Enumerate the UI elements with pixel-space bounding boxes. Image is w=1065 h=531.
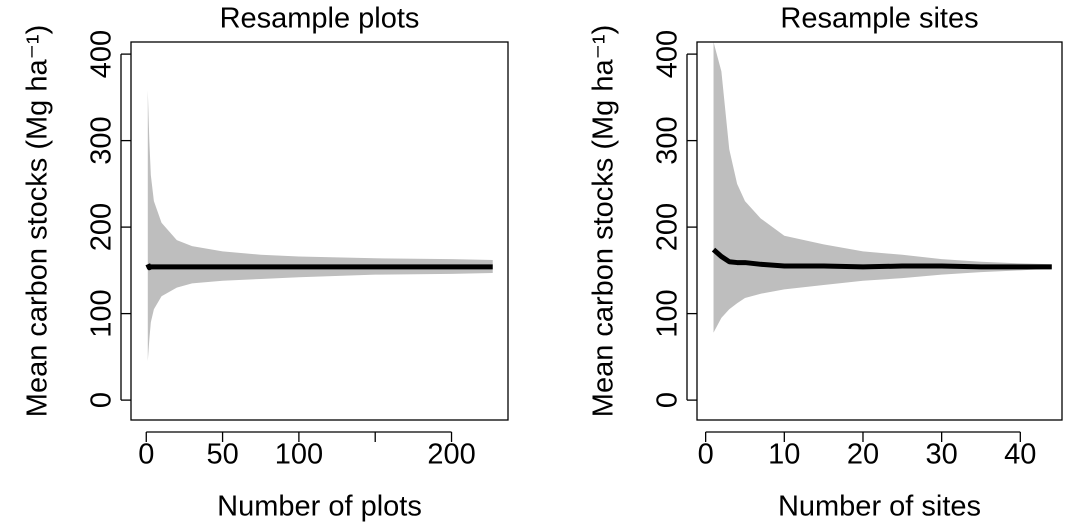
y-tick-label: 100 — [86, 289, 118, 337]
x-tick-label: 0 — [138, 439, 154, 471]
y-tick-label: 300 — [652, 116, 684, 164]
y-tick-label: 0 — [652, 392, 684, 408]
x-tick-label: 200 — [427, 439, 475, 471]
x-tick-label: 50 — [206, 439, 238, 471]
y-tick-label: 200 — [86, 203, 118, 251]
x-tick-label: 40 — [1004, 439, 1036, 471]
y-tick-label: 100 — [652, 289, 684, 337]
y-tick-label: 400 — [86, 30, 118, 78]
x-tick-label: 10 — [768, 439, 800, 471]
chart-title: Resample sites — [780, 3, 978, 35]
x-axis-label: Number of plots — [217, 491, 422, 523]
x-axis-label: Number of sites — [778, 491, 981, 523]
x-tick-label: 20 — [847, 439, 879, 471]
mean-line — [145, 263, 493, 271]
y-axis-label: Mean carbon stocks (Mg ha⁻¹) — [588, 25, 620, 417]
chart-title: Resample plots — [220, 3, 420, 35]
band — [147, 90, 493, 362]
y-tick-label: 400 — [652, 30, 684, 78]
y-tick-label: 200 — [652, 203, 684, 251]
plot-box — [696, 41, 1063, 421]
y-tick-label: 300 — [86, 116, 118, 164]
x-tick-label: 0 — [698, 439, 714, 471]
y-tick-label: 0 — [86, 392, 118, 408]
band — [713, 42, 1052, 333]
x-tick-label: 100 — [275, 439, 323, 471]
x-tick-label: 30 — [926, 439, 958, 471]
plot-box — [130, 41, 509, 421]
mean-line — [711, 247, 1052, 270]
y-axis-label: Mean carbon stocks (Mg ha⁻¹) — [22, 25, 54, 417]
